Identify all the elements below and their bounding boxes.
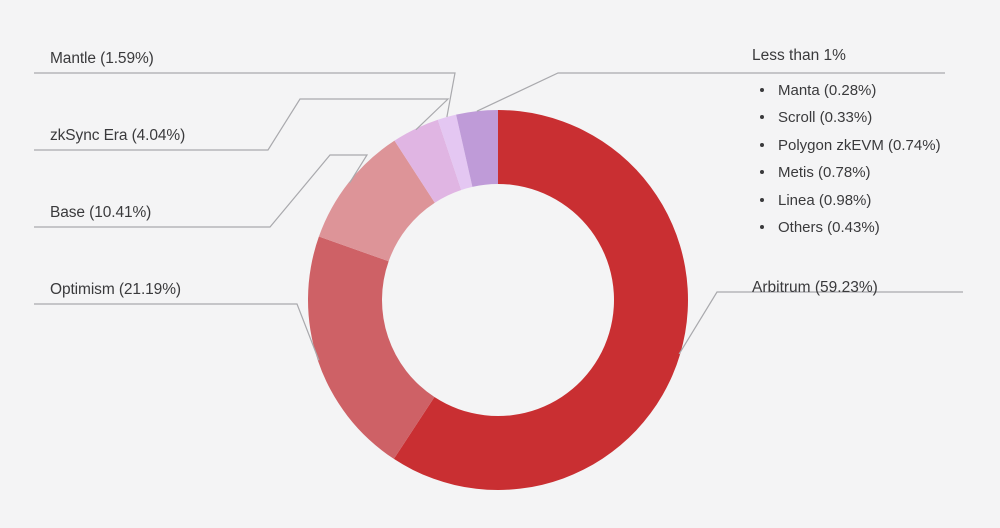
legend-item: Manta (0.28%) [752, 83, 962, 98]
leader-line-arbitrum [678, 291, 963, 355]
bullet-icon [760, 225, 764, 229]
leader-line-optimism [34, 303, 320, 361]
bullet-icon [760, 115, 764, 119]
legend-item-label: Polygon zkEVM (0.74%) [778, 136, 941, 154]
legend-item-label: Others (0.43%) [778, 219, 880, 236]
legend-item-label: Metis (0.78%) [778, 164, 871, 181]
donut-slice[interactable] [437, 114, 473, 190]
donut-slice[interactable] [308, 236, 435, 459]
bullet-icon [760, 170, 764, 174]
legend-item-label: Manta (0.28%) [778, 81, 877, 99]
donut-slice[interactable] [456, 110, 498, 187]
legend-item-label: Linea (0.98%) [778, 191, 872, 209]
legend-item: Others (0.43%) [752, 220, 962, 235]
leader-lines [34, 72, 963, 361]
legend-title: Less than 1% [752, 47, 846, 64]
less-than-one-percent-legend: Less than 1% Manta (0.28%) Scroll (0.33%)… [752, 48, 962, 248]
leader-line-less-than-one-percent [476, 72, 945, 112]
legend-item-label: Scroll (0.33%) [778, 109, 873, 126]
slice-label-mantle: Mantle (1.59%) [50, 50, 154, 67]
legend-item: Metis (0.78%) [752, 165, 962, 180]
slice-label-arbitrum: Arbitrum (59.23%) [752, 279, 878, 296]
legend-item: Scroll (0.33%) [752, 110, 962, 125]
donut-slice[interactable] [318, 140, 435, 262]
leader-line-mantle [34, 72, 456, 118]
slice-label-zksync-era: zkSync Era (4.04%) [50, 127, 186, 144]
bullet-icon [760, 197, 764, 202]
leader-line-zksync-era [34, 98, 450, 151]
slice-label-base: Base (10.41%) [50, 204, 152, 221]
donut-slices [308, 110, 688, 490]
legend-item-list: Manta (0.28%) Scroll (0.33%) Polygon zkEVM… [752, 83, 962, 235]
leader-line-base [34, 154, 369, 228]
slice-label-optimism: Optimism (21.19%) [50, 281, 181, 298]
bullet-icon [760, 87, 764, 92]
donut-slice[interactable] [394, 119, 462, 203]
legend-item: Linea (0.98%) [752, 193, 962, 208]
bullet-icon [760, 142, 764, 147]
donut-slice[interactable] [393, 110, 688, 490]
legend-item: Polygon zkEVM (0.74%) [752, 138, 962, 153]
